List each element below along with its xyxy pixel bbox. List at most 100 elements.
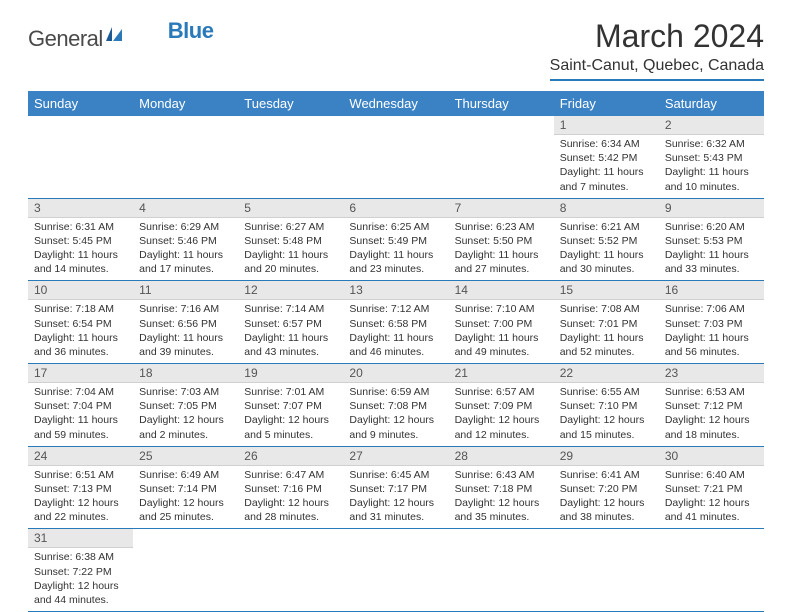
day-details: Sunrise: 6:45 AMSunset: 7:17 PMDaylight:… xyxy=(343,466,448,529)
day-details: Sunrise: 6:38 AMSunset: 7:22 PMDaylight:… xyxy=(28,548,133,611)
calendar-table: SundayMondayTuesdayWednesdayThursdayFrid… xyxy=(28,91,764,612)
day-details: Sunrise: 6:32 AMSunset: 5:43 PMDaylight:… xyxy=(659,135,764,198)
day-number: 16 xyxy=(659,281,764,300)
day-details: Sunrise: 6:25 AMSunset: 5:49 PMDaylight:… xyxy=(343,218,448,281)
calendar-cell xyxy=(28,116,133,198)
weekday-header: Saturday xyxy=(659,91,764,116)
day-number: 28 xyxy=(449,447,554,466)
day-details: Sunrise: 6:59 AMSunset: 7:08 PMDaylight:… xyxy=(343,383,448,446)
header: General Blue March 2024 Saint-Canut, Que… xyxy=(28,18,764,81)
day-details: Sunrise: 7:04 AMSunset: 7:04 PMDaylight:… xyxy=(28,383,133,446)
weekday-header: Tuesday xyxy=(238,91,343,116)
day-details: Sunrise: 7:12 AMSunset: 6:58 PMDaylight:… xyxy=(343,300,448,363)
day-details: Sunrise: 6:43 AMSunset: 7:18 PMDaylight:… xyxy=(449,466,554,529)
calendar-cell: 23Sunrise: 6:53 AMSunset: 7:12 PMDayligh… xyxy=(659,364,764,447)
location: Saint-Canut, Quebec, Canada xyxy=(550,57,764,81)
day-number: 25 xyxy=(133,447,238,466)
calendar-cell: 27Sunrise: 6:45 AMSunset: 7:17 PMDayligh… xyxy=(343,446,448,529)
day-details: Sunrise: 6:40 AMSunset: 7:21 PMDaylight:… xyxy=(659,466,764,529)
day-number: 3 xyxy=(28,199,133,218)
weekday-header: Thursday xyxy=(449,91,554,116)
day-number: 29 xyxy=(554,447,659,466)
day-details: Sunrise: 7:18 AMSunset: 6:54 PMDaylight:… xyxy=(28,300,133,363)
calendar-cell: 9Sunrise: 6:20 AMSunset: 5:53 PMDaylight… xyxy=(659,198,764,281)
day-number: 18 xyxy=(133,364,238,383)
day-details: Sunrise: 6:20 AMSunset: 5:53 PMDaylight:… xyxy=(659,218,764,281)
day-number: 6 xyxy=(343,199,448,218)
calendar-cell: 10Sunrise: 7:18 AMSunset: 6:54 PMDayligh… xyxy=(28,281,133,364)
calendar-cell: 12Sunrise: 7:14 AMSunset: 6:57 PMDayligh… xyxy=(238,281,343,364)
title-block: March 2024 Saint-Canut, Quebec, Canada xyxy=(550,18,764,81)
calendar-cell: 28Sunrise: 6:43 AMSunset: 7:18 PMDayligh… xyxy=(449,446,554,529)
day-details: Sunrise: 6:41 AMSunset: 7:20 PMDaylight:… xyxy=(554,466,659,529)
calendar-cell xyxy=(343,116,448,198)
calendar-cell xyxy=(449,116,554,198)
month-title: March 2024 xyxy=(550,18,764,55)
calendar-head: SundayMondayTuesdayWednesdayThursdayFrid… xyxy=(28,91,764,116)
day-details: Sunrise: 6:29 AMSunset: 5:46 PMDaylight:… xyxy=(133,218,238,281)
day-details: Sunrise: 7:14 AMSunset: 6:57 PMDaylight:… xyxy=(238,300,343,363)
day-number: 12 xyxy=(238,281,343,300)
calendar-cell xyxy=(659,529,764,612)
calendar-cell xyxy=(343,529,448,612)
calendar-cell: 5Sunrise: 6:27 AMSunset: 5:48 PMDaylight… xyxy=(238,198,343,281)
calendar-cell: 24Sunrise: 6:51 AMSunset: 7:13 PMDayligh… xyxy=(28,446,133,529)
day-number: 17 xyxy=(28,364,133,383)
calendar-cell: 20Sunrise: 6:59 AMSunset: 7:08 PMDayligh… xyxy=(343,364,448,447)
day-number: 27 xyxy=(343,447,448,466)
day-details: Sunrise: 6:57 AMSunset: 7:09 PMDaylight:… xyxy=(449,383,554,446)
day-number: 19 xyxy=(238,364,343,383)
day-number: 21 xyxy=(449,364,554,383)
calendar-cell: 2Sunrise: 6:32 AMSunset: 5:43 PMDaylight… xyxy=(659,116,764,198)
calendar-cell: 18Sunrise: 7:03 AMSunset: 7:05 PMDayligh… xyxy=(133,364,238,447)
calendar-cell: 6Sunrise: 6:25 AMSunset: 5:49 PMDaylight… xyxy=(343,198,448,281)
day-number: 4 xyxy=(133,199,238,218)
day-number: 20 xyxy=(343,364,448,383)
weekday-header: Sunday xyxy=(28,91,133,116)
day-details: Sunrise: 6:49 AMSunset: 7:14 PMDaylight:… xyxy=(133,466,238,529)
day-details: Sunrise: 7:16 AMSunset: 6:56 PMDaylight:… xyxy=(133,300,238,363)
calendar-cell: 14Sunrise: 7:10 AMSunset: 7:00 PMDayligh… xyxy=(449,281,554,364)
calendar-cell: 29Sunrise: 6:41 AMSunset: 7:20 PMDayligh… xyxy=(554,446,659,529)
calendar-cell: 21Sunrise: 6:57 AMSunset: 7:09 PMDayligh… xyxy=(449,364,554,447)
day-details: Sunrise: 7:03 AMSunset: 7:05 PMDaylight:… xyxy=(133,383,238,446)
weekday-header: Friday xyxy=(554,91,659,116)
day-number: 24 xyxy=(28,447,133,466)
day-details: Sunrise: 6:34 AMSunset: 5:42 PMDaylight:… xyxy=(554,135,659,198)
day-number: 5 xyxy=(238,199,343,218)
calendar-cell xyxy=(554,529,659,612)
calendar-cell: 31Sunrise: 6:38 AMSunset: 7:22 PMDayligh… xyxy=(28,529,133,612)
day-number: 26 xyxy=(238,447,343,466)
day-details: Sunrise: 7:01 AMSunset: 7:07 PMDaylight:… xyxy=(238,383,343,446)
day-details: Sunrise: 6:27 AMSunset: 5:48 PMDaylight:… xyxy=(238,218,343,281)
day-number: 11 xyxy=(133,281,238,300)
calendar-cell: 4Sunrise: 6:29 AMSunset: 5:46 PMDaylight… xyxy=(133,198,238,281)
calendar-cell xyxy=(238,529,343,612)
calendar-cell: 3Sunrise: 6:31 AMSunset: 5:45 PMDaylight… xyxy=(28,198,133,281)
calendar-cell xyxy=(133,529,238,612)
day-details: Sunrise: 6:55 AMSunset: 7:10 PMDaylight:… xyxy=(554,383,659,446)
day-details: Sunrise: 6:21 AMSunset: 5:52 PMDaylight:… xyxy=(554,218,659,281)
calendar-cell: 13Sunrise: 7:12 AMSunset: 6:58 PMDayligh… xyxy=(343,281,448,364)
day-number: 9 xyxy=(659,199,764,218)
day-number: 10 xyxy=(28,281,133,300)
calendar-body: 1Sunrise: 6:34 AMSunset: 5:42 PMDaylight… xyxy=(28,116,764,612)
logo-text-blue: Blue xyxy=(168,18,214,44)
day-details: Sunrise: 6:31 AMSunset: 5:45 PMDaylight:… xyxy=(28,218,133,281)
logo: General Blue xyxy=(28,18,213,52)
calendar-cell: 16Sunrise: 7:06 AMSunset: 7:03 PMDayligh… xyxy=(659,281,764,364)
weekday-header: Monday xyxy=(133,91,238,116)
calendar-cell: 1Sunrise: 6:34 AMSunset: 5:42 PMDaylight… xyxy=(554,116,659,198)
day-details: Sunrise: 6:51 AMSunset: 7:13 PMDaylight:… xyxy=(28,466,133,529)
flag-icon xyxy=(106,27,128,48)
calendar-cell: 25Sunrise: 6:49 AMSunset: 7:14 PMDayligh… xyxy=(133,446,238,529)
day-number: 8 xyxy=(554,199,659,218)
day-number: 31 xyxy=(28,529,133,548)
day-details: Sunrise: 6:47 AMSunset: 7:16 PMDaylight:… xyxy=(238,466,343,529)
day-details: Sunrise: 7:10 AMSunset: 7:00 PMDaylight:… xyxy=(449,300,554,363)
calendar-cell xyxy=(449,529,554,612)
weekday-header: Wednesday xyxy=(343,91,448,116)
day-details: Sunrise: 7:06 AMSunset: 7:03 PMDaylight:… xyxy=(659,300,764,363)
calendar-cell: 17Sunrise: 7:04 AMSunset: 7:04 PMDayligh… xyxy=(28,364,133,447)
calendar-cell: 30Sunrise: 6:40 AMSunset: 7:21 PMDayligh… xyxy=(659,446,764,529)
